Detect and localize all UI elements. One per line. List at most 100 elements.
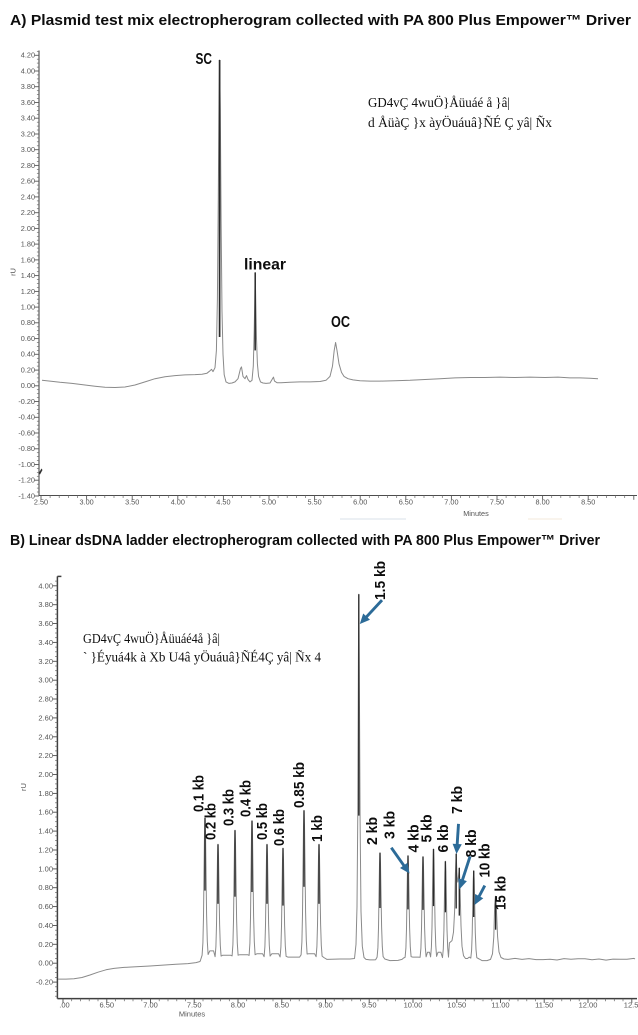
svg-text:0.60: 0.60 bbox=[38, 902, 53, 911]
svg-text:1 kb: 1 kb bbox=[309, 815, 326, 842]
svg-text:6.50: 6.50 bbox=[399, 498, 413, 507]
svg-text:3.80: 3.80 bbox=[21, 82, 35, 91]
svg-text:5.50: 5.50 bbox=[307, 498, 321, 507]
svg-text:` }Éyuá4k à Xb U4â yÖuáuâ}ÑÉ4Ç: ` }Éyuá4k à Xb U4â yÖuáuâ}ÑÉ4Ç yâ| Ñx 4 bbox=[83, 650, 321, 665]
svg-text:3.50: 3.50 bbox=[125, 498, 139, 507]
svg-text:3.60: 3.60 bbox=[21, 98, 35, 107]
svg-text:7.50: 7.50 bbox=[187, 1001, 202, 1010]
svg-text:GD4vÇ 4wuÖ}Åüuáé å }â|: GD4vÇ 4wuÖ}Åüuáé å }â| bbox=[368, 95, 510, 110]
svg-text:4 kb: 4 kb bbox=[406, 825, 423, 853]
svg-text:1.80: 1.80 bbox=[38, 789, 53, 798]
svg-text:3.20: 3.20 bbox=[21, 129, 35, 138]
svg-text:2 kb: 2 kb bbox=[364, 817, 381, 845]
svg-text:1.5 kb: 1.5 kb bbox=[372, 561, 389, 600]
svg-text:-0.20: -0.20 bbox=[18, 397, 35, 406]
svg-text:1.60: 1.60 bbox=[38, 808, 53, 817]
svg-text:linear: linear bbox=[244, 257, 286, 274]
svg-text:-0.80: -0.80 bbox=[18, 444, 35, 453]
svg-text:1.40: 1.40 bbox=[38, 827, 53, 836]
svg-text:4.00: 4.00 bbox=[38, 581, 53, 590]
svg-text:-0.40: -0.40 bbox=[18, 413, 35, 422]
svg-text:12.00: 12.00 bbox=[579, 1001, 598, 1010]
svg-text:3 kb: 3 kb bbox=[382, 811, 399, 839]
svg-text:11.00: 11.00 bbox=[491, 1001, 509, 1010]
svg-text:SC: SC bbox=[196, 51, 213, 68]
svg-text:15 kb: 15 kb bbox=[493, 876, 510, 910]
svg-text:6 kb: 6 kb bbox=[435, 825, 452, 853]
svg-text:8.50: 8.50 bbox=[274, 1001, 289, 1010]
svg-text:9.00: 9.00 bbox=[318, 1001, 333, 1010]
svg-text:1.00: 1.00 bbox=[38, 864, 53, 873]
svg-text:0.5 kb: 0.5 kb bbox=[254, 803, 271, 840]
svg-text:10.50: 10.50 bbox=[447, 1001, 466, 1010]
svg-text:4.00: 4.00 bbox=[171, 498, 185, 507]
svg-text:0.2 kb: 0.2 kb bbox=[203, 803, 220, 840]
svg-text:1.00: 1.00 bbox=[21, 303, 35, 312]
svg-text:0.4 kb: 0.4 kb bbox=[238, 780, 255, 817]
svg-text:3.80: 3.80 bbox=[38, 600, 53, 609]
svg-text:0.1 kb: 0.1 kb bbox=[191, 775, 208, 812]
svg-text:3.40: 3.40 bbox=[38, 638, 53, 647]
svg-text:-1.00: -1.00 bbox=[18, 460, 35, 469]
svg-text:0.00: 0.00 bbox=[21, 381, 35, 390]
svg-text:5.00: 5.00 bbox=[262, 498, 276, 507]
svg-text:3.00: 3.00 bbox=[21, 145, 35, 154]
svg-text:B) Linear dsDNA ladder electro: B) Linear dsDNA ladder electropherogram … bbox=[10, 533, 600, 549]
svg-text:10.00: 10.00 bbox=[404, 1001, 423, 1010]
svg-text:8.00: 8.00 bbox=[535, 498, 549, 507]
svg-text:2.60: 2.60 bbox=[38, 713, 53, 722]
svg-text:7 kb: 7 kb bbox=[449, 786, 466, 814]
svg-text:d ÅüàÇ }x àyÖuáuâ}ÑÉ Ç yâ| Ñx: d ÅüàÇ }x àyÖuáuâ}ÑÉ Ç yâ| Ñx bbox=[368, 115, 552, 130]
svg-text:OC: OC bbox=[331, 314, 350, 331]
svg-text:-1.40: -1.40 bbox=[18, 491, 35, 500]
svg-text:2.80: 2.80 bbox=[38, 695, 53, 704]
svg-text:1.20: 1.20 bbox=[21, 287, 35, 296]
svg-text:8 kb: 8 kb bbox=[463, 830, 480, 858]
svg-text:2.00: 2.00 bbox=[21, 224, 35, 233]
svg-text:7.00: 7.00 bbox=[444, 498, 458, 507]
svg-text:7.50: 7.50 bbox=[490, 498, 504, 507]
svg-text:7.00: 7.00 bbox=[143, 1001, 158, 1010]
svg-text:rU: rU bbox=[19, 783, 28, 791]
svg-text:3.00: 3.00 bbox=[38, 676, 53, 685]
svg-text:11.50: 11.50 bbox=[535, 1001, 553, 1010]
svg-text:10 kb: 10 kb bbox=[476, 844, 493, 878]
svg-text:5 kb: 5 kb bbox=[419, 815, 436, 843]
svg-text:-0.20: -0.20 bbox=[36, 978, 53, 987]
svg-text:0.3 kb: 0.3 kb bbox=[221, 789, 238, 826]
svg-text:3.00: 3.00 bbox=[79, 498, 93, 507]
svg-text:2.20: 2.20 bbox=[21, 208, 35, 217]
svg-text:A) Plasmid test mix electrophe: A) Plasmid test mix electropherogram col… bbox=[10, 13, 631, 29]
svg-text:4.20: 4.20 bbox=[21, 51, 35, 60]
svg-text:0.80: 0.80 bbox=[38, 883, 53, 892]
svg-text:-0.60: -0.60 bbox=[18, 428, 35, 437]
svg-text:4.00: 4.00 bbox=[21, 66, 35, 75]
svg-text:2.00: 2.00 bbox=[38, 770, 53, 779]
svg-text:0.40: 0.40 bbox=[38, 921, 53, 930]
svg-text:1.60: 1.60 bbox=[21, 255, 35, 264]
svg-text:.00: .00 bbox=[59, 1001, 69, 1010]
svg-text:0.40: 0.40 bbox=[21, 350, 35, 359]
svg-text:rU: rU bbox=[9, 268, 18, 276]
svg-text:2.40: 2.40 bbox=[21, 192, 35, 201]
svg-text:-1.20: -1.20 bbox=[18, 476, 35, 485]
svg-text:0.20: 0.20 bbox=[21, 366, 35, 375]
svg-text:6.50: 6.50 bbox=[99, 1001, 114, 1010]
svg-text:3.60: 3.60 bbox=[38, 619, 53, 628]
svg-text:6.00: 6.00 bbox=[353, 498, 367, 507]
svg-text:1.20: 1.20 bbox=[38, 846, 53, 855]
svg-text:0.6 kb: 0.6 kb bbox=[271, 809, 288, 846]
svg-text:Minutes: Minutes bbox=[463, 509, 489, 518]
svg-text:2.40: 2.40 bbox=[38, 732, 53, 741]
svg-text:2.60: 2.60 bbox=[21, 177, 35, 186]
svg-text:1.40: 1.40 bbox=[21, 271, 35, 280]
svg-text:Minutes: Minutes bbox=[179, 1010, 206, 1019]
svg-text:8.00: 8.00 bbox=[231, 1001, 246, 1010]
svg-text:4.50: 4.50 bbox=[216, 498, 230, 507]
svg-text:0.85 kb: 0.85 kb bbox=[291, 762, 308, 808]
svg-text:3.20: 3.20 bbox=[38, 657, 53, 666]
svg-text:0.80: 0.80 bbox=[21, 318, 35, 327]
svg-text:2.20: 2.20 bbox=[38, 751, 53, 760]
svg-text:0.60: 0.60 bbox=[21, 334, 35, 343]
svg-text:0.00: 0.00 bbox=[38, 959, 53, 968]
